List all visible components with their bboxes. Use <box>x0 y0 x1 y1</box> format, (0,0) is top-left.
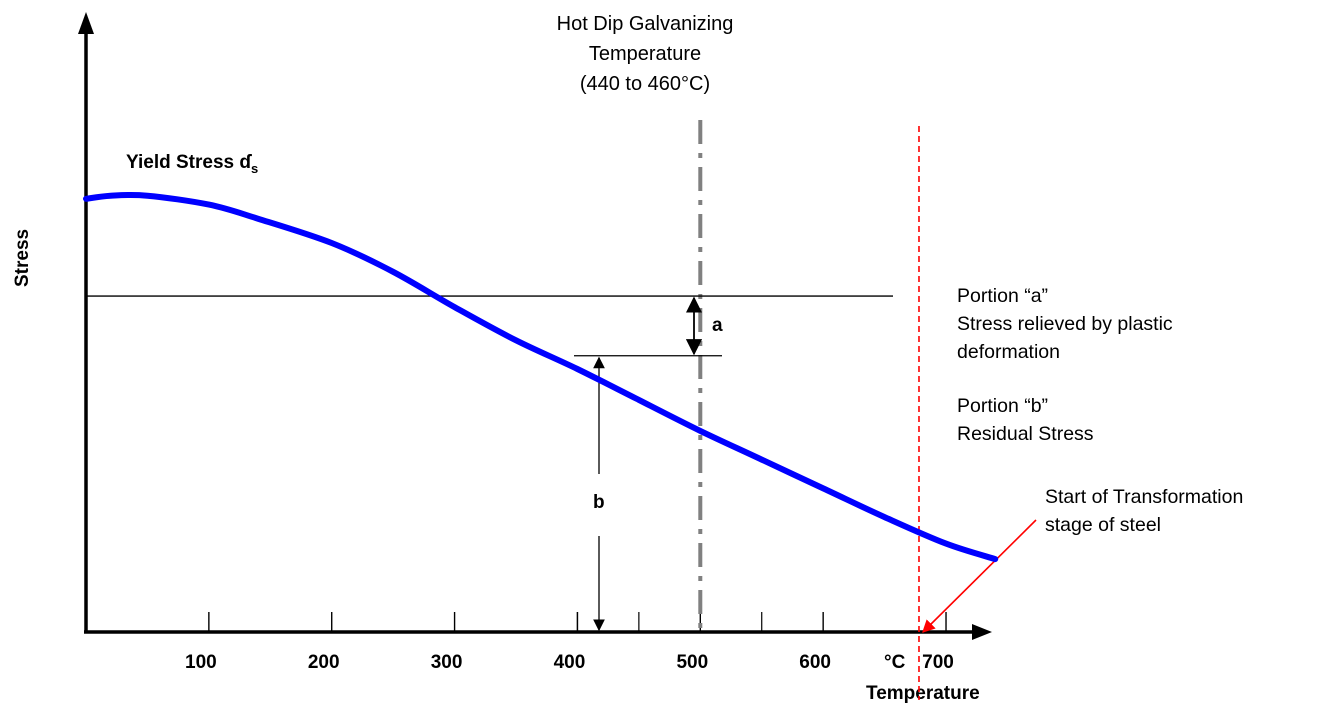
y-axis-arrowhead <box>78 12 94 34</box>
x-tick-label-400: 400 <box>554 652 586 673</box>
x-tick-label-200: 200 <box>308 652 340 673</box>
portion-a-note-line-2: Stress relieved by plastic <box>957 313 1173 335</box>
x-axis-label: Temperature <box>866 683 980 703</box>
portion-b-label: b <box>593 492 605 513</box>
transformation-callout-line-1: Start of Transformation <box>1045 486 1243 508</box>
portion-a-note-line-1: Portion “a” <box>957 285 1048 307</box>
x-tick-label-300: 300 <box>431 652 463 673</box>
yield-stress-legend: Yield Stress ɗs <box>126 152 258 176</box>
galvanizing-title-line-1: Hot Dip Galvanizing <box>557 13 734 35</box>
galvanizing-title-line-3: (440 to 460°C) <box>580 73 710 95</box>
galvanizing-title-line-2: Temperature <box>589 43 701 65</box>
transformation-callout-arrow <box>922 519 1037 633</box>
y-axis-label: Stress <box>12 229 33 287</box>
x-tick-label-600: 600 <box>799 652 831 673</box>
x-axis-tick-labels: 100 200 300 400 500 600 700 <box>185 652 954 673</box>
x-tick-label-100: 100 <box>185 652 217 673</box>
portion-b-note-line-1: Portion “b” <box>957 395 1048 417</box>
x-tick-label-700: 700 <box>922 652 954 673</box>
yield-stress-subscript: s <box>251 161 258 176</box>
portion-a-label: a <box>712 315 723 336</box>
transformation-callout-line-2: stage of steel <box>1045 514 1161 536</box>
yield-stress-curve <box>83 191 999 563</box>
x-tick-label-500: 500 <box>676 652 708 673</box>
portion-a-note-line-3: deformation <box>957 341 1060 363</box>
x-axis-arrowhead <box>972 624 992 640</box>
x-axis-ticks <box>208 612 947 632</box>
x-axis-unit: °C <box>884 652 906 673</box>
yield-stress-symbol: ɗ <box>239 152 252 173</box>
portion-b-note-line-2: Residual Stress <box>957 423 1094 445</box>
